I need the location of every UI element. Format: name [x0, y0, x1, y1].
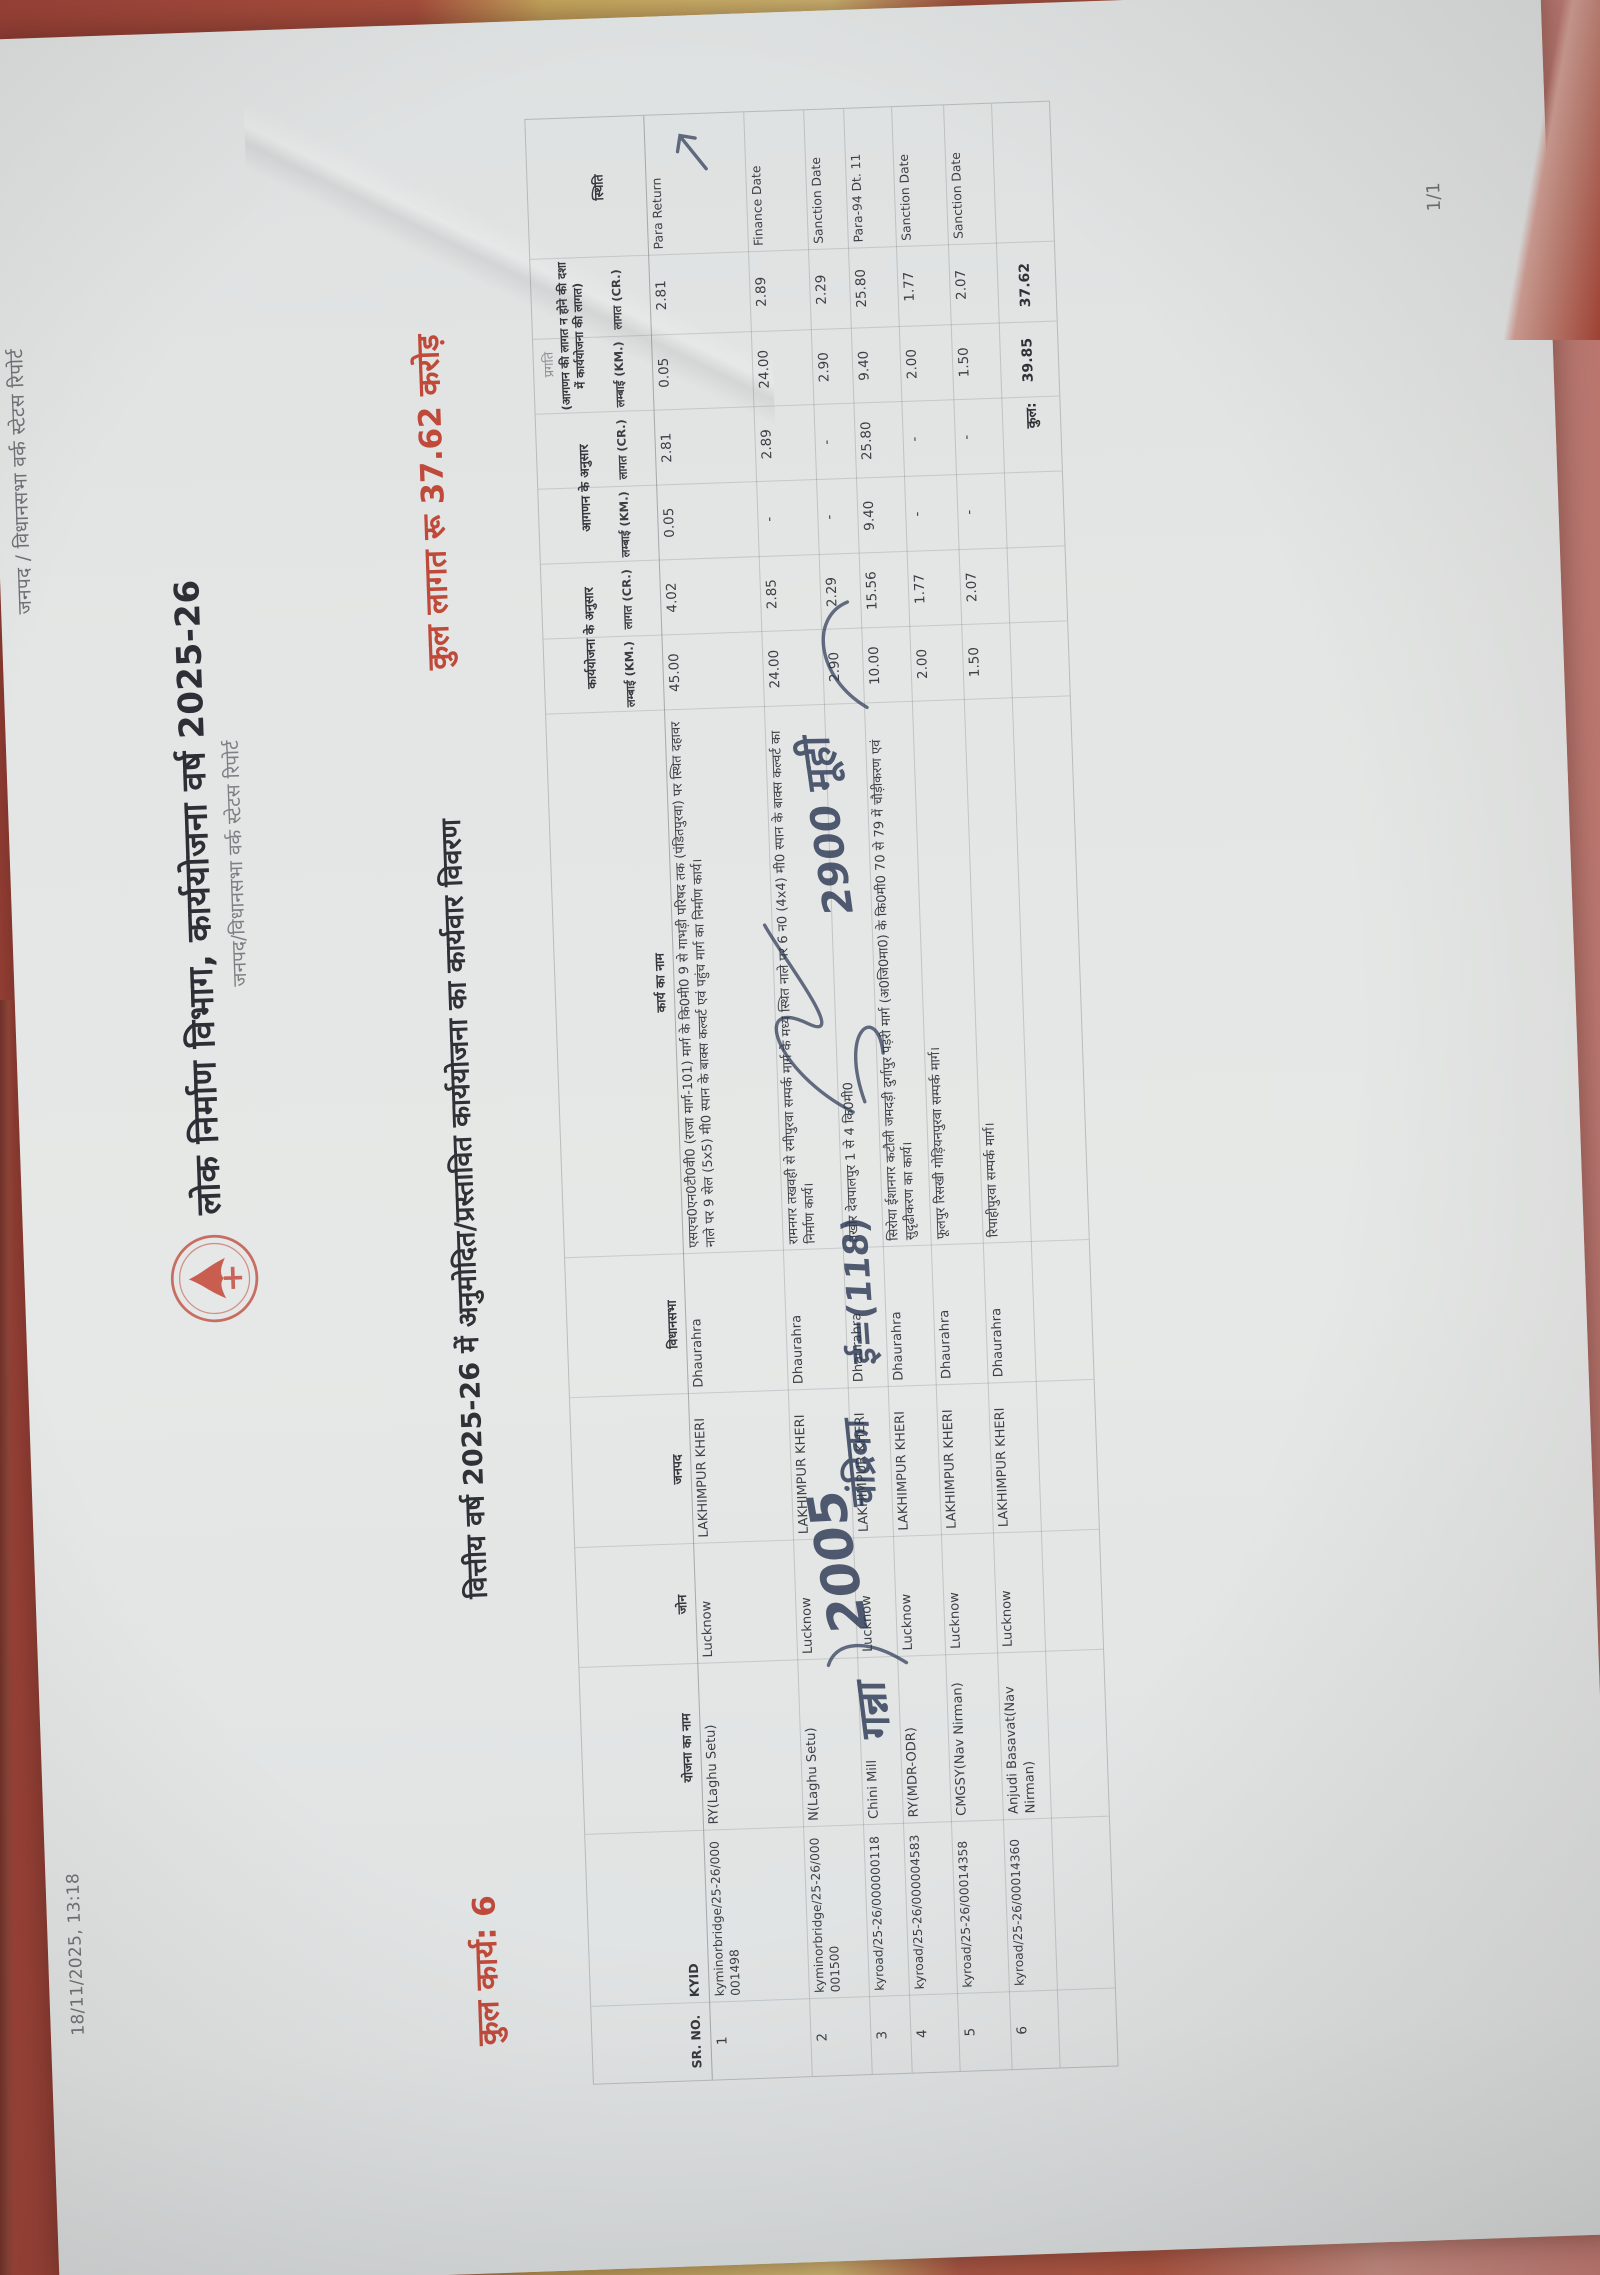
cell-sr: 3 — [874, 2030, 891, 2040]
cell-plan_km: 10.00 — [865, 646, 884, 686]
cell-status: Finance Date — [749, 165, 766, 247]
cell-kyid: kyminorbridge/25-26/000001500 — [807, 1837, 843, 1994]
cell-vidhansabha: Dhaurahra — [989, 1307, 1007, 1378]
handwritten-annotation: गन्ना — [844, 1680, 902, 1739]
cell-plan_km: 45.00 — [666, 652, 684, 693]
cell-prog_km: 2.90 — [815, 351, 833, 383]
cell-plan_km: 2.90 — [826, 651, 844, 683]
col-header-srno: SR. NO. — [687, 2014, 705, 2069]
cell-status: Para-94 Dt. 11 — [848, 153, 866, 243]
group-header-progress: (आगणन की लागत न होने की दशा में कार्ययोज… — [554, 261, 588, 411]
cell-prog_km: 9.40 — [855, 350, 873, 382]
cell-sr: 4 — [914, 2029, 931, 2039]
cell-est_cr: 25.80 — [858, 421, 876, 461]
cell-est_km: - — [909, 511, 926, 517]
cell-status: Sanction Date — [948, 151, 966, 240]
col-header-district: जनपद — [669, 1454, 686, 1485]
cell-prog_km: 24.00 — [755, 349, 773, 389]
cell-est_km: - — [821, 514, 838, 520]
pwd-emblem-icon — [170, 1234, 259, 1323]
cell-vidhansabha: Dhaurahra — [937, 1309, 955, 1380]
cell-prog_cr: 2.89 — [752, 276, 771, 308]
handwritten-annotation: चंद्रिका — [835, 1418, 886, 1508]
cell-kyid: kyroad/25-26/00014360 — [1007, 1838, 1027, 1987]
works-table: SR. NO. KYID योजना का नाम जोन जनपद विधान… — [524, 100, 1119, 2085]
totals-length: 39.85 — [1019, 337, 1037, 383]
cell-zone: Lucknow — [998, 1590, 1016, 1648]
cell-prog_cr: 2.81 — [653, 280, 671, 311]
cell-est_km: 9.40 — [860, 500, 878, 532]
cell-sr: 1 — [714, 2036, 731, 2046]
cell-prog_cr: 2.29 — [812, 274, 830, 306]
totals-label: कुल: — [1023, 402, 1041, 429]
sub-header-est-cr: लागत (CR.) — [613, 418, 630, 480]
cell-sr: 5 — [962, 2027, 979, 2037]
cell-yojana: RY(MDR-ODR) — [903, 1726, 922, 1818]
cell-est_cr: 2.89 — [758, 428, 776, 460]
cell-kyid: kyroad/25-26/000000118 — [867, 1835, 887, 1991]
cell-est_km: - — [761, 516, 778, 522]
cell-kyid: kyroad/25-26/00014358 — [955, 1840, 975, 1988]
cell-kyid: kyroad/25-26/000004583 — [907, 1834, 927, 1990]
cell-est_cr: - — [818, 439, 835, 445]
col-header-status: स्थिति — [590, 174, 607, 201]
cell-district: LAKHIMPUR KHERI — [940, 1409, 960, 1530]
cell-est_cr: - — [906, 436, 923, 442]
total-cost-label: कुल लागत रू 37.62 करोड़ — [409, 333, 458, 671]
cell-est_cr: - — [958, 434, 975, 440]
cell-prog_km: 2.00 — [903, 348, 921, 380]
cell-vidhansabha: Dhaurahra — [789, 1314, 807, 1385]
cell-plan_cr: 1.77 — [911, 573, 929, 605]
cell-prog_cr: 2.07 — [952, 269, 970, 301]
cell-prog_cr: 25.80 — [852, 268, 871, 308]
cell-status: Sanction Date — [808, 156, 826, 245]
cell-zone: Lucknow — [899, 1593, 916, 1651]
cell-district: LAKHIMPUR KHERI — [892, 1410, 912, 1531]
cell-prog_km: 0.05 — [655, 357, 673, 389]
total-works-label: कुल कार्य: 6 — [466, 1894, 508, 2047]
cell-est_cr: 2.81 — [658, 432, 676, 464]
cell-prog_km: 1.50 — [955, 347, 973, 378]
cell-yojana: Anjudi Basavat(Nav Nirman) — [1002, 1685, 1039, 1815]
cell-prog_cr: 1.77 — [900, 271, 918, 302]
page-number: 1/1 — [1423, 181, 1446, 212]
sub-header-plan-cr: लागत (CR.) — [619, 568, 636, 630]
cell-yojana: CMGSY(Nav Nirman) — [950, 1682, 970, 1817]
sub-header-est-km: लम्बाई (KM.) — [616, 491, 633, 558]
cell-plan_cr: 2.85 — [763, 578, 781, 610]
cell-est_km: - — [961, 509, 978, 515]
report-title: वित्तीय वर्ष 2025-26 में अनुमोदित/प्रस्त… — [435, 818, 494, 1600]
cell-plan_cr: 2.07 — [963, 571, 981, 603]
col-header-kyid: KYID — [685, 1963, 702, 1998]
cell-zone: Lucknow — [946, 1591, 964, 1650]
cell-plan_cr: 15.56 — [863, 571, 881, 611]
cell-vidhansabha: Dhaurahra — [889, 1311, 907, 1381]
cell-plan_km: 24.00 — [765, 649, 784, 689]
sub-header-plan-km: लम्बाई (KM.) — [621, 640, 638, 708]
cell-plan_cr: 4.02 — [663, 582, 681, 613]
cell-kyid: kyminorbridge/25-26/000001498 — [707, 1840, 743, 1997]
sub-header-prog-km: लम्बाई (KM.) — [611, 341, 628, 408]
cell-district: LAKHIMPUR KHERI — [992, 1407, 1012, 1528]
col-header-vidhansabha: विधानसभा — [663, 1300, 681, 1350]
sub-header-prog-cr: लागत (CR.) — [608, 269, 625, 330]
col-header-zone: जोन — [673, 1594, 690, 1615]
cell-plan_cr: 2.29 — [823, 576, 841, 608]
col-header-yojana: योजना का नाम — [678, 1713, 696, 1783]
cell-status: Sanction Date — [896, 153, 914, 241]
cell-plan_km: 1.50 — [966, 646, 984, 678]
totals-cost: 37.62 — [1016, 262, 1035, 308]
print-date: 18/11/2025, 13:18 — [63, 1872, 89, 2037]
print-title: जनपद / विधानसभा वर्क स्टेटस रिपोर्ट — [5, 348, 37, 615]
cell-sr: 2 — [814, 2032, 831, 2042]
cell-plan_km: 2.00 — [914, 648, 932, 680]
cell-est_km: 0.05 — [660, 507, 679, 538]
cell-yojana: N(Laghu Setu) — [803, 1727, 822, 1822]
blanket-edge-left — [0, 1000, 14, 2275]
cell-sr: 6 — [1014, 2025, 1031, 2035]
